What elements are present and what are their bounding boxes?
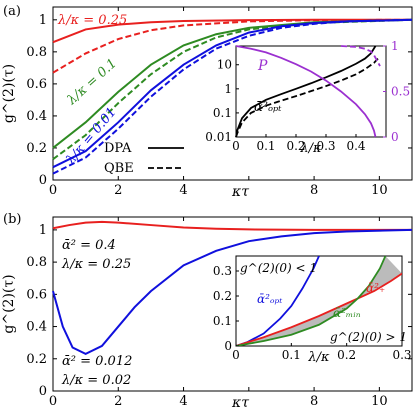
panel-b-label-alpha-0.012: ᾱ² = 0.012 [62,354,132,369]
panel-a-x-tick-label: 10 [371,183,388,198]
panel-b-frame [52,216,413,392]
panel-b-x-tick-label: 4 [179,394,187,409]
inset-a-x-tick-label: 0 [232,139,240,153]
panel-b: (b) 0 2 4 8 10 0 0.2 0.4 0.6 0.8 1 κτ g^(2)(τ) ᾱ² = 0.… [1,212,413,411]
inset-a-right-tick-label: 1 [391,39,399,53]
inset-a-x-axis-label: λ/κ [299,141,322,156]
panel-a-label-0.1: λ/κ = 0.1 [64,56,120,109]
legend-label-dpa: DPA [104,141,132,156]
panel-b-x-tick-label: 2 [114,394,122,409]
panel-b-x-tick-label: 10 [371,394,388,409]
legend-label-qbe: QBE [104,161,134,176]
panel-b-y-tick-label: 0.4 [26,320,47,335]
inset-a-label-p: P [257,58,268,74]
inset-b-series-line [236,272,402,346]
panel-b-y-tick-label: 0.2 [26,352,47,367]
panel-b-label-alpha-0.4: ᾱ² = 0.4 [62,238,116,253]
panel-a-frame [52,6,413,181]
panel-a-series-line [52,18,413,149]
inset-b-y-tick-label: 0 [224,339,232,353]
inset-a-x-tick-label: 0.1 [256,139,275,153]
panel-b-y-axis-label: g^(2)(τ) [1,274,17,333]
panel-a-y-tick-label: 0.4 [26,109,47,124]
panel-a-label-0.25: λ/κ = 0.25 [57,13,127,28]
panel-a-y-tick-label: 0.8 [26,45,47,60]
inset-b-x-tick-label: 0.2 [337,348,356,362]
inset-a-y-tick-label: 10 [217,58,232,72]
inset-b-x-tick-label: 0.3 [392,348,411,362]
panel-b-label-lambda-0.25: λ/κ = 0.25 [61,257,131,272]
panel-a-x-tick-label: 8 [310,183,318,198]
panel-a-tag: (a) [3,4,21,19]
inset-b-label-alpha-opt: ᾱ²ₒₚₜ [257,292,282,306]
inset-a-series-line [235,45,377,138]
panel-a-y-tick-label: 0.2 [26,141,47,156]
inset-a-series-line [340,45,381,67]
inset-a-x-tick-label: 0.4 [346,139,365,153]
panel-a-y-tick-label: 0 [39,173,47,188]
inset-a-right-tick-label: 0 [391,130,399,144]
panel-b-tag: (b) [3,212,21,227]
panel-b-y-tick-label: 1 [39,223,47,238]
inset-b-frame [235,255,403,347]
panel-b-label-lambda-0.02: λ/κ = 0.02 [61,373,131,388]
panel-a-y-tick-label: 0.6 [26,77,47,92]
inset-b-x-tick-label: 0.1 [282,348,301,362]
inset-a-x-tick-label: 0.2 [286,139,305,153]
panel-a-series-line [52,18,412,44]
panel-b-y-tick-label: 0 [39,384,47,399]
inset-a-x-tick-label: 0.3 [316,139,335,153]
panel-b-y-tick-label: 0.8 [26,255,47,270]
panel-b-x-axis-label: κτ [231,395,249,411]
panel-a-label-0.01: λ/κ = 0.01 [63,105,120,168]
panel-b-series-line [52,228,413,356]
inset-a-series-line [235,55,381,138]
inset-b-label-alpha-min: ᾱ²ₘᵢₙ [333,306,361,320]
inset-b-plot-area [236,256,402,346]
inset-a-y-tick-label: 1 [224,82,232,96]
inset-b-label-g2-lt-1: g^(2)(0) < 1 [240,261,317,275]
inset-b-shaded-region [236,256,402,346]
panel-b-series-line [52,220,412,231]
panel-a-y-tick-label: 1 [39,13,47,28]
panel-a-y-axis-label: g^(2)(τ) [1,64,17,123]
inset-b-y-tick-label: 0.3 [213,264,232,278]
inset-a-y-tick-label: 0.1 [213,106,232,120]
panel-a-series-line [52,18,413,175]
panel-a-x-tick-label: 4 [179,183,187,198]
panel-b-y-tick-label: 0.6 [26,287,47,302]
panel-a-x-tick-label: 0 [49,183,57,198]
inset-a-label-alpha-opt: ᾱ²ₒₚₜ [254,100,282,115]
panel-a-x-tick-label: 2 [114,183,122,198]
inset-b-label-g2-gt-1: g^(2)(0) > 1 [330,330,407,344]
inset-a-series-line [235,45,377,138]
inset-b-label-alpha-plus: ᾱ²₊ [366,281,385,295]
inset-a-right-tick-label: 0.5 [391,85,410,99]
inset-b-x-tick-label: 0 [232,348,240,362]
panel-a-x-axis-label: κτ [231,184,249,200]
inset-b-y-tick-label: 0.2 [213,289,232,303]
panel-b-x-tick-label: 8 [310,394,318,409]
panel-b-x-tick-label: 0 [49,394,57,409]
inset-b-y-tick-label: 0.1 [213,314,232,328]
inset-a-y-tick-label: 0.01 [205,130,232,144]
inset-b-series-line [236,256,387,346]
inset-b-x-axis-label: λ/κ [307,350,330,365]
